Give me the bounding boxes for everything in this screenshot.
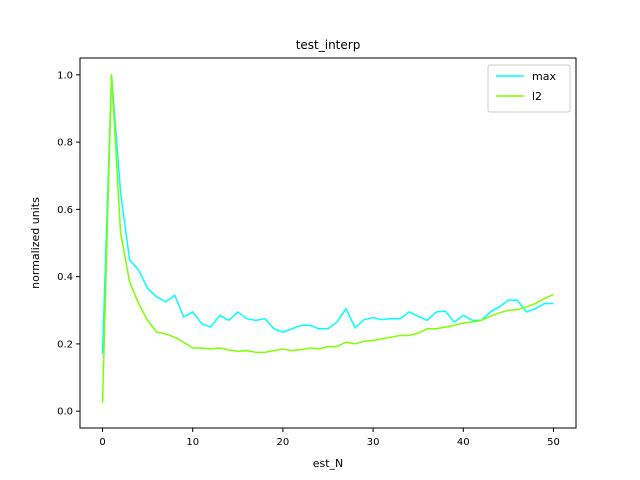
y-tick-label: 0.8 [57,138,73,149]
x-tick-label: 30 [367,437,380,448]
legend: max l2 [487,64,571,113]
x-tick-label: 40 [457,437,470,448]
y-tick-label: 0.4 [57,272,73,283]
legend-label-l2: l2 [532,90,542,103]
plot-frame [79,57,577,429]
y-tick-label: 0.6 [57,205,73,216]
chart-title: test_interp [296,38,361,52]
x-tick-label: 20 [277,437,290,448]
y-axis-label: normalized units [29,197,42,289]
y-tick-label: 0.2 [57,339,73,350]
series-line-l2 [101,74,554,403]
y-tick-label: 1.0 [57,70,73,81]
x-axis-label: est_N [313,457,344,470]
x-tick-label: 50 [547,437,560,448]
x-tick-label: 10 [186,437,199,448]
x-axis: 0 10 20 30 40 50 [99,428,560,448]
y-tick-label: 0.0 [57,407,73,418]
plot-lines [101,74,554,403]
x-tick-label: 0 [99,437,105,448]
legend-label-max: max [532,70,556,83]
y-axis: 0.0 0.2 0.4 0.6 0.8 1.0 [57,70,80,418]
legend-box [487,64,571,113]
